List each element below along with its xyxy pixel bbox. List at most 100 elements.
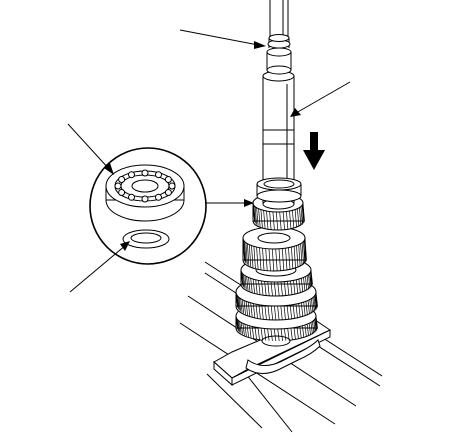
gear-tooth: [315, 291, 318, 307]
gear-tooth: [249, 325, 252, 338]
gear-tooth: [235, 317, 238, 330]
gear-tooth: [263, 328, 267, 341]
gear-tooth: [258, 304, 261, 319]
gear-tooth: [277, 328, 280, 342]
gear-tooth: [255, 279, 258, 294]
gear-tooth: [288, 247, 291, 270]
bearing-balls: [114, 169, 176, 203]
gear-tooth: [312, 297, 315, 312]
bearing-ball: [118, 189, 126, 196]
gear-tooth: [253, 205, 256, 224]
down-arrow-icon: [303, 132, 325, 170]
gear-tooth: [309, 299, 312, 314]
gear-tooth: [280, 305, 283, 320]
gear-tooth: [315, 318, 318, 331]
bearing-ball: [128, 193, 135, 201]
gear-tooth: [297, 208, 300, 227]
gear-tooth: [256, 247, 259, 270]
gear-tooth: [242, 323, 245, 336]
gear-tooth: [262, 248, 265, 271]
gear-tooth: [279, 211, 282, 231]
gear-tooth: [243, 240, 246, 263]
gear-tooth: [251, 245, 254, 268]
gear-tooth: [258, 208, 261, 227]
callout-leader-bearing: [67, 123, 114, 175]
gear-tooth: [292, 210, 295, 229]
gear-tooth: [300, 278, 304, 293]
gear-tooth: [244, 275, 247, 290]
gear-tooth: [280, 328, 283, 341]
gear-tooth: [266, 210, 269, 230]
gear-tooth: [313, 296, 316, 311]
gear-tooth: [269, 211, 272, 230]
gear-tooth: [237, 320, 241, 333]
gear-tooth: [246, 324, 249, 338]
gear-tooth: [310, 269, 313, 285]
gear-tooth: [293, 280, 296, 295]
gear-tooth: [252, 204, 256, 223]
gear-tooth: [259, 247, 262, 270]
bearing-ball: [164, 189, 172, 196]
gear-tooth: [303, 302, 306, 317]
gear-tooth: [285, 248, 288, 271]
bearing-ball: [128, 171, 135, 179]
gear-tooth: [302, 202, 305, 222]
gear-tooth: [248, 244, 252, 267]
bearing-ball: [141, 195, 149, 203]
gear-tooth: [304, 324, 307, 338]
gear-tooth: [275, 211, 279, 231]
gear-tooth: [290, 328, 293, 341]
gear-tooth: [250, 278, 253, 293]
gear-tooth: [243, 300, 246, 315]
gear-tooth: [270, 328, 273, 341]
gear-tooth: [295, 279, 299, 294]
gear-tooth: [284, 328, 287, 341]
gear-tooth: [247, 243, 250, 266]
gear-tooth: [260, 209, 263, 228]
gear-tooth: [270, 305, 274, 320]
gear-tooth: [247, 302, 251, 317]
gear-tooth: [307, 300, 310, 315]
middle-gear-stack: [242, 226, 306, 272]
gear-tooth: [245, 242, 248, 265]
gear-tooth: [273, 328, 277, 342]
gear-tooth: [254, 327, 257, 340]
gear-tooth: [315, 294, 318, 309]
gear-tooth: [298, 244, 301, 267]
gear-tooth: [303, 241, 306, 264]
gear-tooth: [306, 324, 309, 337]
gear-tooth: [277, 305, 280, 321]
bearing-ball: [168, 182, 176, 190]
gear-tooth: [260, 328, 263, 341]
gear-tooth: [251, 326, 255, 339]
gear-tooth: [280, 281, 283, 296]
gear-tooth: [289, 210, 292, 230]
gear-teeth: [235, 202, 318, 342]
gear-tooth: [286, 305, 289, 320]
bearing-ball: [155, 193, 162, 201]
gear-tooth: [305, 276, 308, 291]
gear-tooth: [300, 243, 303, 266]
gear-tooth: [300, 302, 304, 317]
gear-tooth: [240, 322, 243, 335]
callout-leader-top: [179, 29, 266, 49]
gear-tooth: [253, 246, 256, 269]
gear-tooth: [257, 327, 260, 340]
right-arrow-icon: [206, 199, 254, 207]
gear-tooth: [312, 321, 315, 334]
gear-tooth: [303, 240, 307, 263]
gear-tooth: [281, 248, 285, 271]
gear-tooth: [304, 237, 307, 261]
gear-tooth: [305, 301, 308, 316]
bearing-ball: [164, 176, 172, 183]
gear-tooth: [298, 303, 301, 318]
gear-tooth: [238, 297, 242, 312]
gear-tooth: [252, 303, 256, 318]
gear-tooth: [272, 211, 275, 230]
gear-tooth: [248, 277, 251, 292]
snap-ring: [122, 229, 170, 249]
gear-tooth: [289, 305, 293, 320]
gear-tooth: [306, 275, 309, 290]
gear-tooth: [311, 298, 314, 313]
